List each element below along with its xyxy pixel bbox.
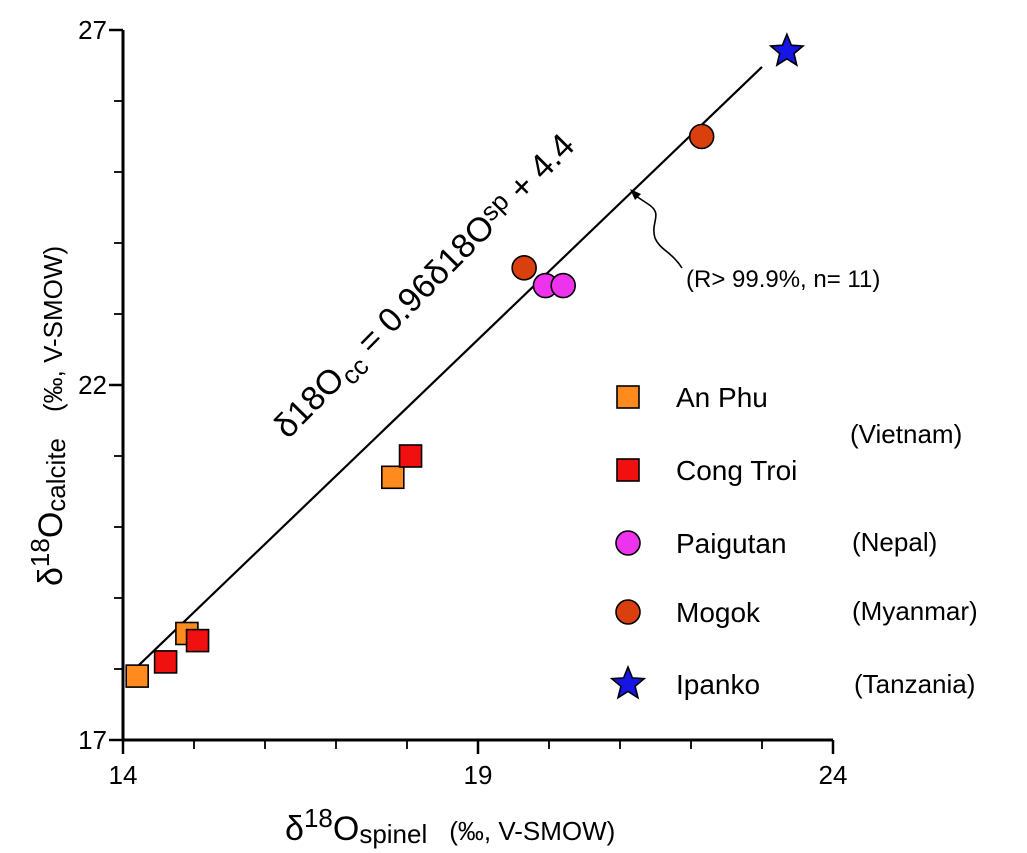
legend-marker-paigutan [615, 530, 641, 556]
legend-region-mogok: (Myanmar) [852, 596, 978, 626]
y-axis-main: O [32, 512, 70, 538]
x-axis-symbol: δ [285, 810, 304, 848]
x-axis-subscript: spinel [359, 819, 427, 849]
legend-marker-mogok [615, 599, 641, 625]
y-tick-labels: 17 22 27 [78, 15, 107, 755]
legend-region-paigutan: (Nepal) [852, 527, 937, 557]
equation-middle: = 0.96δ18O [343, 207, 502, 368]
y-axis-superscript: 18 [25, 538, 55, 567]
x-axis-title: δ18Ospinel (‰, V-SMOW) [285, 803, 615, 849]
x-tick-labels: 14 19 24 [109, 760, 848, 790]
point-paigutan [550, 272, 577, 299]
stats-annotation: (R> 99.9%, n= 11) [630, 189, 880, 293]
legend-marker-ipanko [609, 664, 647, 700]
data-points [125, 32, 806, 688]
stats-arrow [635, 195, 683, 269]
legend-label-ipanko: Ipanko [676, 669, 760, 700]
x-axis-superscript: 18 [304, 803, 333, 833]
point-mogok [511, 255, 537, 281]
x-tick-label: 19 [464, 760, 493, 790]
legend-region-ipanko: (Tanzania) [854, 669, 975, 699]
point-ipanko [768, 32, 806, 67]
y-axis-symbol: δ [32, 567, 70, 586]
x-axis-main: O [333, 810, 359, 848]
y-axis-ticks [109, 28, 123, 742]
y-tick-label: 27 [78, 15, 107, 45]
equation-suffix: + 4.4 [495, 126, 582, 214]
point-an-phu [380, 465, 405, 490]
x-axis-unit: (‰, V-SMOW) [449, 816, 615, 846]
axes [109, 28, 835, 754]
legend-region-an-phu: (Vietnam) [850, 419, 962, 449]
regression-line [125, 66, 763, 678]
stats-arrowhead [630, 189, 641, 200]
y-axis-unit: (‰, V-SMOW) [38, 246, 68, 412]
y-axis-title: δ18Ocalcite (‰, V-SMOW) [25, 246, 71, 586]
y-axis-subscript: calcite [41, 438, 71, 512]
x-tick-label: 14 [109, 760, 138, 790]
point-cong-troi [185, 628, 210, 653]
point-mogok [688, 123, 715, 150]
legend-label-an-phu: An Phu [676, 382, 768, 413]
y-tick-label: 22 [78, 370, 107, 400]
stats-note: (R> 99.9%, n= 11) [686, 266, 880, 293]
legend-label-paigutan: Paigutan [676, 528, 787, 559]
point-cong-troi [153, 650, 178, 674]
legend: An Phu (Vietnam) Cong Troi Paigutan (Nepal) M… [609, 382, 978, 700]
legend-marker-an-phu [616, 385, 640, 409]
y-tick-label: 17 [78, 725, 107, 755]
legend-label-mogok: Mogok [676, 597, 761, 628]
point-cong-troi [398, 444, 423, 468]
legend-marker-cong-troi [616, 458, 640, 482]
x-tick-label: 24 [819, 760, 848, 790]
legend-label-cong-troi: Cong Troi [676, 455, 797, 486]
x-axis-ticks [121, 740, 835, 754]
point-an-phu [125, 664, 149, 688]
